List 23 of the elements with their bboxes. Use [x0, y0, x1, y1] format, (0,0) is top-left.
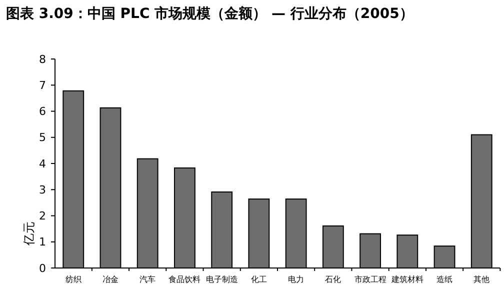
x-tick-label: 电子制造 — [206, 275, 238, 284]
y-tick-label: 4 — [39, 157, 46, 170]
x-tick-label: 市政工程 — [354, 275, 386, 284]
y-tick-label: 1 — [39, 236, 46, 249]
y-tick-label: 2 — [39, 210, 46, 223]
x-tick-label: 食品饮料 — [168, 275, 201, 284]
x-tick-label: 汽车 — [140, 275, 156, 284]
x-tick-label: 建筑材料 — [390, 275, 424, 284]
chart-title: 图表 3.09：中国 PLC 市场规模（金额） — 行业分布（2005） — [6, 5, 414, 22]
x-tick-label: 石化 — [325, 275, 342, 284]
x-tick-label: 造纸 — [436, 275, 453, 284]
y-tick-label: 8 — [39, 52, 46, 66]
y-tick-label: 6 — [39, 105, 46, 118]
x-tick-label: 电力 — [288, 275, 304, 284]
x-tick-label: 化工 — [250, 275, 267, 284]
x-tick-label: 冶金 — [102, 275, 118, 284]
y-axis-title: 亿元 — [22, 222, 36, 246]
x-tick-label: 纺织 — [65, 275, 82, 284]
y-tick-label: 5 — [39, 131, 46, 144]
y-tick-label: 7 — [39, 78, 46, 92]
y-tick-label: 0 — [39, 262, 46, 275]
x-tick-label: 其他 — [474, 275, 490, 284]
y-tick-label: 3 — [39, 183, 46, 196]
